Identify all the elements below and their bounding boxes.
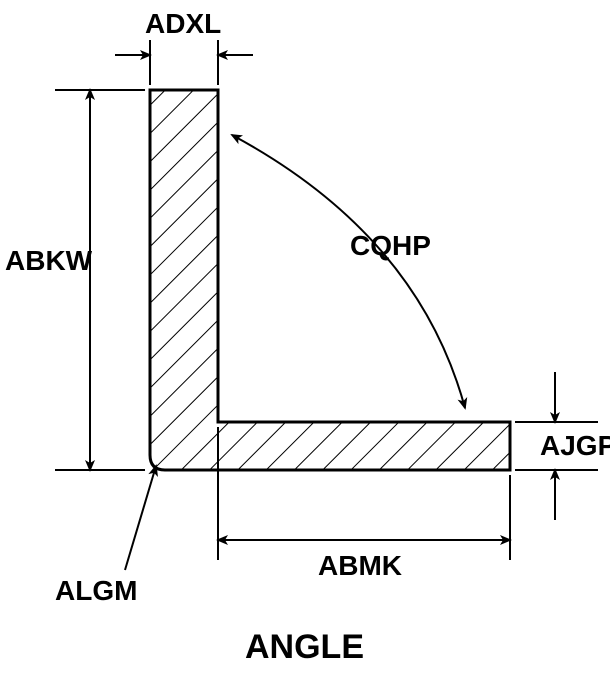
label-algm: ALGM — [55, 575, 137, 607]
dim-adxl — [115, 40, 253, 85]
angle-shape — [150, 90, 510, 470]
label-adxl: ADXL — [145, 8, 221, 40]
dim-abkw — [55, 90, 145, 470]
dim-cqhp — [232, 135, 465, 408]
label-abkw: ABKW — [5, 245, 92, 277]
dim-algm — [125, 466, 156, 570]
label-cqhp: CQHP — [350, 230, 431, 262]
diagram-title: ANGLE — [245, 628, 364, 667]
label-abmk: ABMK — [318, 550, 402, 582]
label-ajgp: AJGP — [540, 430, 610, 462]
